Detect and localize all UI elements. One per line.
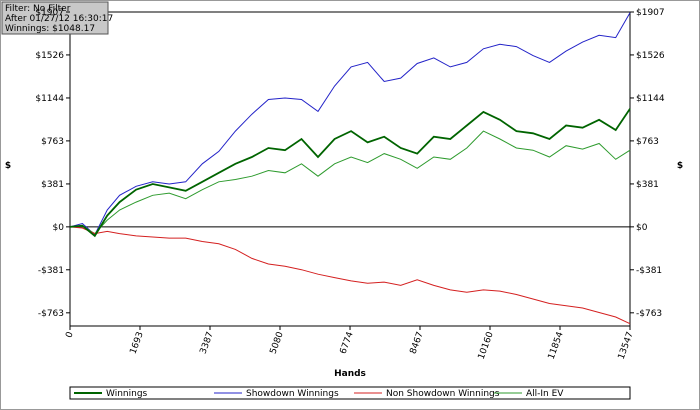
x-tick-label: 0	[64, 330, 75, 339]
legend-label: All-In EV	[526, 389, 564, 399]
x-axis-label: Hands	[334, 369, 366, 379]
y2-axis-label: $	[677, 161, 683, 171]
series-line	[69, 108, 631, 238]
y-tick-label: $381	[41, 180, 64, 190]
info-text: Filter: No Filter	[5, 4, 71, 14]
y2-tick-label: $381	[636, 180, 659, 190]
legend-label: Non Showdown Winnings	[386, 389, 500, 399]
y2-tick-label: $763	[636, 137, 659, 147]
info-text: Winnings: $1048.17	[5, 24, 95, 34]
y2-tick-label: $1526	[636, 51, 665, 61]
legend-box	[69, 386, 631, 400]
y-tick-label: -$763	[38, 309, 64, 319]
series-line	[69, 130, 631, 235]
plot-area	[69, 11, 631, 327]
y2-tick-label: $1144	[636, 94, 665, 104]
y-tick-label: $1907	[35, 8, 64, 18]
y-tick-label: $0	[53, 223, 65, 233]
legend-label: Winnings	[106, 389, 148, 399]
y2-tick-label: -$381	[636, 266, 662, 276]
y-axis-label: $	[5, 161, 11, 171]
y-tick-label: $1526	[35, 51, 64, 61]
y-tick-label: $1144	[35, 94, 64, 104]
info-box-bg	[1, 1, 109, 35]
y2-tick-label: $1907	[636, 8, 665, 18]
series-line	[69, 226, 631, 325]
y2-tick-label: $0	[636, 223, 648, 233]
y-tick-label: $763	[41, 137, 64, 147]
y-tick-label: -$381	[38, 266, 64, 276]
info-box: Filter: No Filter After 01/27/12 16:30:1…	[1, 1, 113, 35]
info-text: After 01/27/12 16:30:17	[5, 14, 113, 24]
y2-tick-label: -$763	[636, 309, 662, 319]
legend-label: Showdown Winnings	[246, 389, 339, 399]
series-line	[69, 12, 631, 236]
